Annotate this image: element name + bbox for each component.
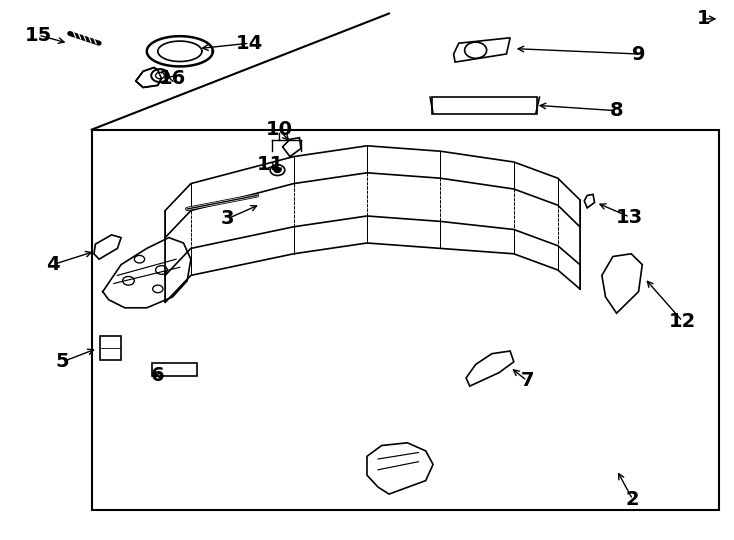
- Text: 16: 16: [159, 69, 186, 88]
- FancyBboxPatch shape: [100, 336, 121, 360]
- Text: 10: 10: [266, 120, 292, 139]
- Text: 5: 5: [56, 352, 69, 372]
- Polygon shape: [94, 235, 121, 259]
- Bar: [92, 130, 719, 510]
- Text: 11: 11: [256, 155, 284, 174]
- Polygon shape: [283, 138, 301, 157]
- Polygon shape: [602, 254, 642, 313]
- Text: 2: 2: [626, 490, 639, 509]
- Text: 12: 12: [669, 312, 697, 331]
- Polygon shape: [136, 68, 161, 87]
- Circle shape: [274, 167, 281, 173]
- Text: 14: 14: [236, 33, 264, 53]
- Text: 3: 3: [221, 209, 234, 228]
- Text: 15: 15: [24, 25, 52, 45]
- Text: 13: 13: [617, 207, 643, 227]
- Text: 4: 4: [46, 255, 59, 274]
- Text: 9: 9: [632, 44, 645, 64]
- FancyBboxPatch shape: [432, 97, 537, 114]
- FancyBboxPatch shape: [152, 363, 197, 376]
- Text: 7: 7: [520, 371, 534, 390]
- Text: 1: 1: [697, 9, 710, 29]
- Polygon shape: [367, 443, 433, 494]
- Text: 6: 6: [151, 366, 164, 385]
- Text: 8: 8: [610, 101, 623, 120]
- Polygon shape: [454, 38, 510, 62]
- Polygon shape: [584, 194, 595, 208]
- Polygon shape: [466, 351, 514, 386]
